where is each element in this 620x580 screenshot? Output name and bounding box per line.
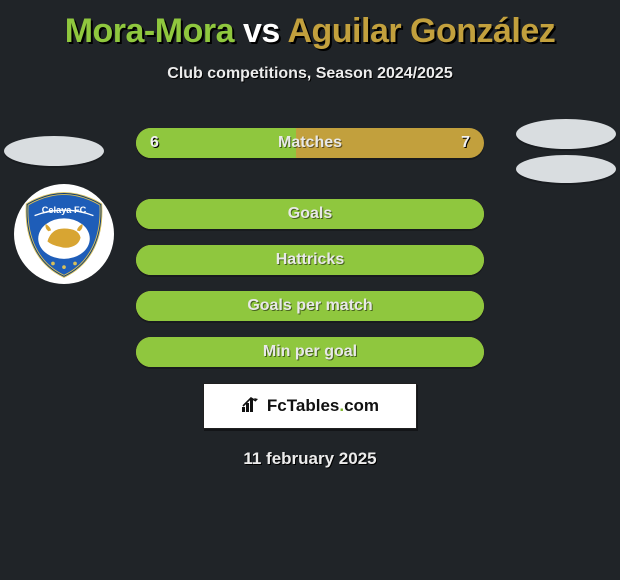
stat-row-goals: Goals xyxy=(136,199,484,229)
brand-pre: FcTables xyxy=(267,396,339,415)
stat-row-matches: 6 Matches 7 xyxy=(136,128,484,158)
brand-chart-icon xyxy=(241,395,261,418)
stat-right-value: 7 xyxy=(461,128,470,158)
stat-row-hattricks: Hattricks xyxy=(136,245,484,275)
svg-text:Celaya FC: Celaya FC xyxy=(42,205,87,215)
brand-bar[interactable]: FcTables.com xyxy=(203,383,417,429)
stat-label: Hattricks xyxy=(136,251,484,269)
player1-avatar[interactable]: Celaya FC xyxy=(14,184,114,284)
stat-label: Matches xyxy=(136,134,484,152)
left-flag-ellipse xyxy=(4,136,104,166)
brand-text: FcTables.com xyxy=(267,396,379,416)
stat-label: Goals per match xyxy=(136,297,484,315)
subtitle: Club competitions, Season 2024/2025 xyxy=(4,65,616,83)
stat-label: Min per goal xyxy=(136,343,484,361)
stat-row-mpg: Min per goal xyxy=(136,337,484,367)
club-crest-icon: Celaya FC xyxy=(18,188,110,280)
right-club-ellipse xyxy=(516,155,616,183)
stat-label: Goals xyxy=(136,205,484,223)
right-flag-ellipse xyxy=(516,119,616,149)
brand-post: com xyxy=(344,396,379,415)
title-sep: vs xyxy=(243,12,280,50)
date-label: 11 february 2025 xyxy=(4,449,616,469)
stat-row-gpm: Goals per match xyxy=(136,291,484,321)
page-title: Mora-Mora vs Aguilar González xyxy=(4,12,616,51)
stats-area: 6 Matches 7 Goals Hattricks Goals p xyxy=(4,119,616,469)
title-player1: Mora-Mora xyxy=(65,12,234,50)
title-player2: Aguilar González xyxy=(287,12,555,50)
